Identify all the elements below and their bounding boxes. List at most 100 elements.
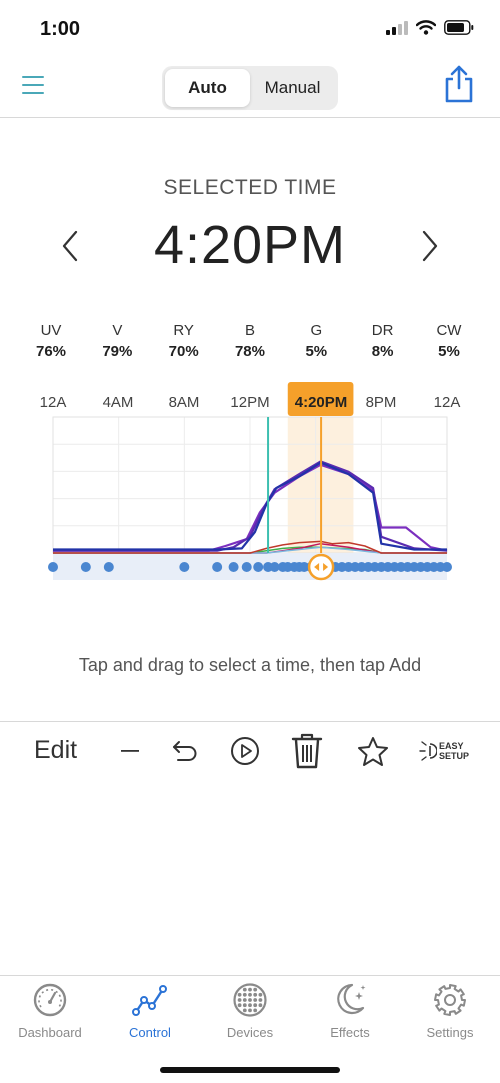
moon-icon [337, 983, 366, 1015]
selected-time-label: SELECTED TIME [163, 176, 337, 199]
delete-button[interactable] [289, 732, 325, 770]
x-tick-label: 4:20PM [295, 394, 348, 411]
previous-time-chevron-icon[interactable] [58, 228, 82, 264]
channel-g: G 5% [285, 322, 347, 360]
star-icon [358, 737, 388, 766]
divider [0, 721, 500, 722]
easy-setup-text: EASY SETUP [439, 741, 469, 761]
undo-icon [173, 741, 197, 761]
led-dot [248, 998, 252, 1002]
mode-auto-button[interactable]: Auto [165, 69, 250, 107]
easy-setup-icon [419, 741, 437, 761]
channel-uv: UV 76% [20, 322, 82, 360]
remove-point-button[interactable] [112, 732, 148, 770]
timeline-point [241, 562, 252, 572]
easy-setup-line2: SETUP [438, 751, 469, 761]
timeline-point [442, 562, 452, 572]
undo-button[interactable] [167, 732, 203, 770]
channel-v: V 79% [86, 322, 148, 360]
channel-dr: DR 8% [352, 322, 414, 360]
cellular-signal-icon [386, 20, 408, 35]
battery-icon [444, 20, 474, 35]
timeline-point [269, 562, 280, 572]
led-dot [242, 998, 247, 1002]
channel-name: B [244, 322, 255, 339]
x-tick-label: 4AM [103, 394, 134, 411]
channel-value: 5% [305, 343, 328, 360]
channel-value: 70% [168, 343, 199, 360]
time-scrubber-handle [307, 553, 335, 581]
channel-value: 5% [438, 343, 460, 360]
channel-b: B 78% [219, 322, 281, 360]
led-dot [242, 1008, 247, 1013]
led-dot [253, 998, 258, 1002]
led-dot [242, 1003, 247, 1008]
tab-label: Dashboard [18, 1025, 82, 1040]
home-indicator [160, 1067, 340, 1073]
timeline-point [228, 562, 239, 572]
tab-control[interactable]: Control [100, 982, 200, 1048]
tab-label: Control [129, 1025, 171, 1040]
led-dot [253, 1003, 258, 1008]
timeline-point [179, 562, 190, 572]
share-icon[interactable] [442, 64, 476, 104]
easy-setup-line1: EASY [438, 741, 464, 751]
easy-setup-button[interactable]: EASY SETUP [414, 732, 474, 770]
led-dot [242, 992, 247, 997]
channel-name: V [112, 322, 123, 339]
edit-label: Edit [34, 736, 78, 764]
minus-icon [121, 750, 139, 752]
led-dot [237, 992, 242, 997]
led-dot [237, 1003, 242, 1008]
tab-effects[interactable]: Effects [300, 982, 400, 1048]
tab-devices[interactable]: Devices [200, 982, 300, 1048]
edit-toolbar: Edit EASY S [0, 728, 500, 774]
x-tick-label: 12PM [230, 394, 269, 411]
mode-manual-button[interactable]: Manual [264, 78, 321, 97]
preview-play-button[interactable] [227, 732, 263, 770]
led-dot [258, 992, 263, 997]
tab-label: Settings [426, 1025, 474, 1040]
x-tick-label: 8AM [169, 394, 200, 411]
hamburger-menu-icon[interactable] [22, 76, 44, 96]
timeline-point [212, 562, 223, 572]
led-dot [253, 987, 258, 992]
tab-settings[interactable]: Settings [400, 982, 500, 1048]
channel-readouts: UV 76% V 79% RY 70% B 78% G 5% DR 8% CW … [20, 322, 480, 360]
schedule-chart-svg[interactable]: 12A 4AM 8AM 12PM 4:20PM 8PM 12A [0, 380, 500, 590]
led-dot [258, 1003, 263, 1008]
channel-name: G [310, 322, 323, 339]
channel-value: 76% [35, 343, 67, 360]
channel-value: 78% [234, 343, 265, 360]
graph-icon [132, 985, 167, 1016]
led-dot [248, 1008, 252, 1013]
channel-value: 79% [102, 343, 133, 360]
gear-outline [434, 984, 466, 1016]
led-dot [248, 1003, 252, 1008]
tab-label: Effects [330, 1025, 370, 1040]
led-dot [253, 992, 258, 997]
schedule-chart[interactable]: 12A 4AM 8AM 12PM 4:20PM 8PM 12A [0, 380, 500, 590]
next-time-chevron-icon[interactable] [418, 228, 442, 264]
selected-time-value: 4:20PM [153, 215, 347, 275]
tab-dashboard[interactable]: Dashboard [0, 982, 100, 1048]
led-dot [258, 998, 263, 1002]
scrubber-right-arrow-icon [323, 563, 329, 571]
timeline-point [48, 562, 58, 572]
channel-name: UV [40, 322, 62, 339]
trash-icon [291, 733, 323, 769]
channel-name: CW [436, 322, 462, 339]
channel-ry: RY 70% [153, 322, 215, 360]
led-dot [248, 992, 252, 997]
favorite-button[interactable] [355, 732, 391, 770]
channel-cw: CW 5% [418, 322, 480, 360]
led-dot [237, 998, 242, 1002]
x-tick-label: 12A [434, 394, 461, 411]
channel-name: DR [371, 322, 394, 339]
tab-bar: Dashboard Control Devices Effects Settin… [0, 975, 500, 1083]
led-dot [248, 987, 252, 992]
timeline-point [80, 562, 91, 572]
led-dot [253, 1008, 258, 1013]
header: Auto Manual [0, 56, 500, 118]
status-icons [386, 20, 474, 35]
